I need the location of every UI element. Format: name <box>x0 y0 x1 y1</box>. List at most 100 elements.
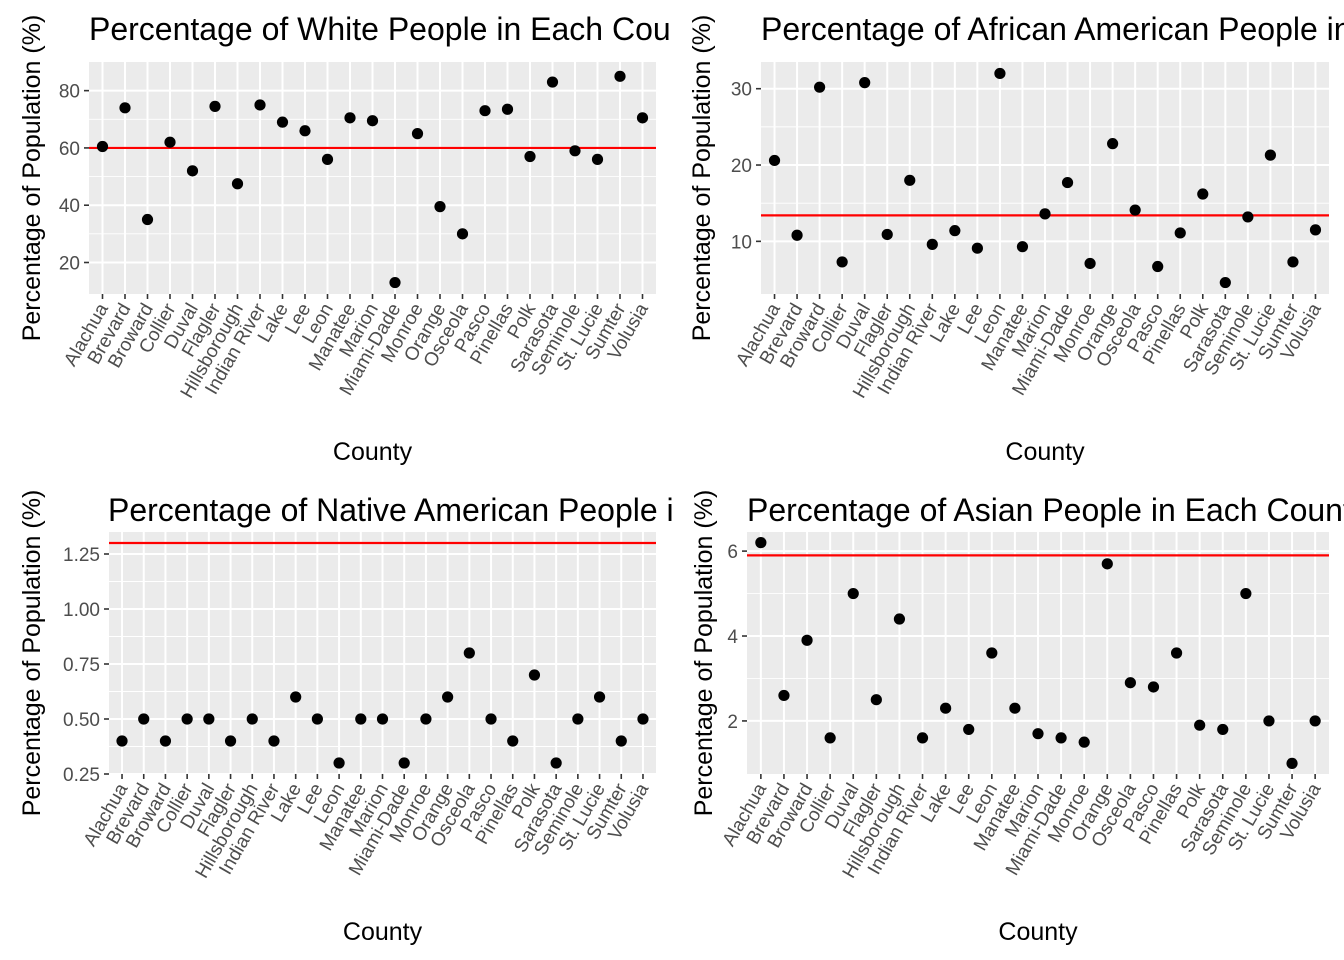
data-point <box>355 713 367 725</box>
chart-title: Percentage of African American People in… <box>761 11 1344 47</box>
data-point <box>614 70 626 82</box>
data-point <box>859 77 871 89</box>
data-point <box>615 735 627 747</box>
data-point <box>904 174 916 186</box>
data-point <box>224 735 237 747</box>
data-point <box>591 153 604 165</box>
y-tick-label: 1.00 <box>63 600 100 621</box>
data-point <box>1129 204 1141 216</box>
data-point <box>593 691 606 703</box>
data-point <box>572 713 584 725</box>
data-point <box>994 67 1006 80</box>
data-point <box>893 613 906 625</box>
y-axis-title: Percentage of Population (%) <box>688 15 716 342</box>
chart-title: Percentage of Asian People in Each Count… <box>747 492 1344 528</box>
data-point <box>376 713 389 725</box>
y-axis-title: Percentage of Population (%) <box>690 490 718 817</box>
data-point <box>463 647 475 659</box>
data-point <box>1194 719 1206 731</box>
data-point <box>398 757 410 769</box>
data-point <box>1217 723 1229 736</box>
y-tick-label: 2 <box>727 712 738 733</box>
data-point <box>268 735 280 747</box>
data-point <box>1286 757 1298 769</box>
x-axis-title: County <box>333 438 413 466</box>
data-point <box>524 150 536 163</box>
data-point <box>1174 227 1186 239</box>
data-point <box>311 713 323 725</box>
data-point <box>791 229 803 241</box>
data-point <box>881 228 893 241</box>
data-point <box>870 694 882 706</box>
data-point <box>203 713 215 725</box>
data-point <box>926 238 938 250</box>
data-point <box>209 100 221 112</box>
data-point <box>333 757 345 769</box>
data-point <box>1055 732 1067 744</box>
data-point <box>1287 256 1299 268</box>
y-tick-label: 30 <box>731 80 752 101</box>
data-point <box>1240 587 1252 600</box>
y-axis-title: Percentage of Population (%) <box>18 490 46 817</box>
data-point <box>1124 677 1136 689</box>
data-point <box>847 587 859 600</box>
y-tick-label: 0.75 <box>63 655 100 676</box>
data-point <box>344 112 356 124</box>
data-point <box>1084 257 1096 270</box>
data-point <box>916 732 929 744</box>
data-point <box>637 713 649 725</box>
data-point <box>1061 176 1074 189</box>
data-point <box>1309 224 1322 236</box>
y-tick-label: 20 <box>59 253 80 274</box>
y-tick-label: 0.50 <box>63 710 100 731</box>
chart-title: Percentage of Native American People in … <box>108 492 672 528</box>
y-tick-label: 1.25 <box>63 545 100 566</box>
data-point <box>986 647 998 659</box>
data-point <box>768 154 781 167</box>
data-point <box>1264 149 1276 161</box>
data-point <box>186 165 199 177</box>
data-point <box>949 225 961 237</box>
data-point <box>366 115 379 127</box>
data-point <box>290 691 302 703</box>
data-point <box>246 713 258 725</box>
data-point <box>1197 188 1209 200</box>
chart-asian: 246AlachuaBrevardBrowardCollierDuvalFlag… <box>690 490 1344 946</box>
data-point <box>1219 276 1231 289</box>
data-point <box>485 713 497 725</box>
data-point <box>231 178 244 190</box>
data-point <box>181 713 193 725</box>
data-point <box>442 691 454 703</box>
data-point <box>1107 138 1119 150</box>
data-point <box>411 128 424 140</box>
x-axis-title: County <box>343 918 423 946</box>
data-point <box>569 145 581 157</box>
data-point <box>159 735 172 747</box>
data-point <box>138 713 150 725</box>
data-point <box>254 99 266 111</box>
data-point <box>546 76 559 88</box>
data-point <box>507 735 519 747</box>
y-tick-label: 80 <box>59 82 80 103</box>
data-point <box>434 201 446 213</box>
data-point <box>1078 736 1090 748</box>
data-point <box>389 276 401 289</box>
data-point <box>1016 241 1029 253</box>
data-point <box>755 537 767 549</box>
data-point <box>824 732 836 744</box>
data-point <box>276 116 289 128</box>
y-tick-label: 0.25 <box>63 765 100 786</box>
data-point <box>116 735 128 747</box>
data-point <box>1242 211 1254 223</box>
data-point <box>971 242 983 254</box>
data-point <box>96 140 109 153</box>
data-point <box>1009 702 1021 714</box>
y-axis-title: Percentage of Population (%) <box>18 15 46 342</box>
data-point <box>479 105 491 117</box>
chart-african-american: 102030AlachuaBrevardBrowardCollierDuvalF… <box>688 11 1344 466</box>
data-point <box>814 81 826 93</box>
data-point <box>141 213 154 226</box>
data-point <box>1152 260 1164 273</box>
y-tick-label: 40 <box>59 196 80 217</box>
data-point <box>1263 715 1275 727</box>
